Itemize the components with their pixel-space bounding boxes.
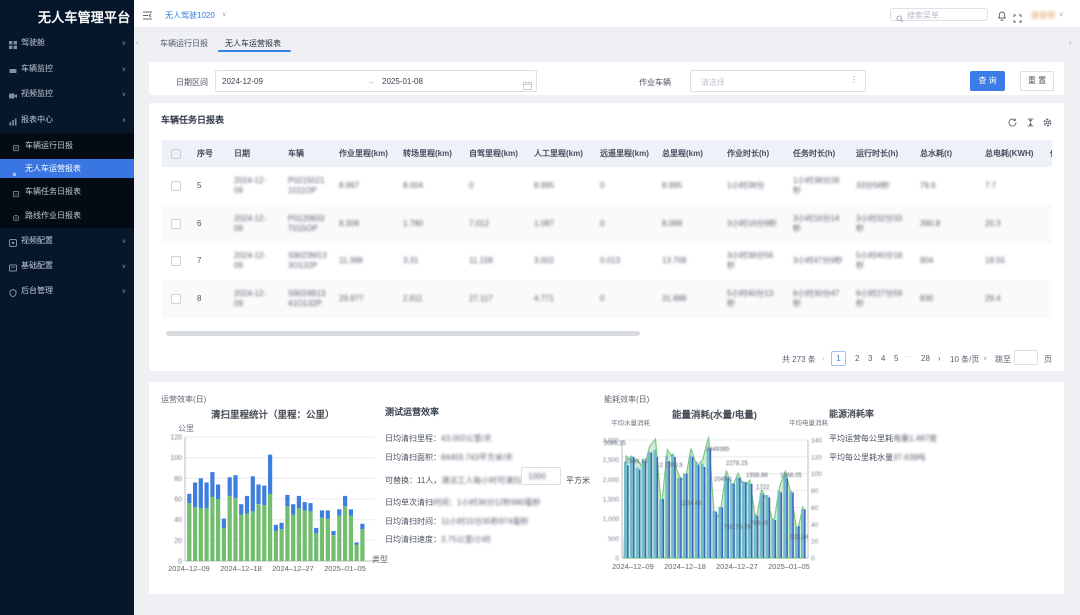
svg-text:140: 140 [811, 438, 822, 445]
svg-text:2449385: 2449385 [706, 447, 730, 453]
svg-text:2278.15: 2278.15 [726, 461, 748, 467]
svg-text:2,500: 2,500 [603, 457, 620, 464]
svg-text:2,000: 2,000 [603, 477, 620, 484]
svg-text:0: 0 [811, 556, 815, 563]
svg-text:2025–01–05: 2025–01–05 [768, 562, 810, 571]
svg-text:80: 80 [174, 476, 182, 483]
svg-text:类型: 类型 [372, 554, 388, 564]
svg-text:2024–12–27: 2024–12–27 [716, 562, 758, 571]
svg-text:0: 0 [178, 559, 182, 566]
svg-text:2049.1: 2049.1 [714, 477, 733, 483]
svg-text:40: 40 [811, 522, 819, 529]
svg-text:1,000: 1,000 [603, 516, 620, 523]
svg-text:公里: 公里 [178, 424, 194, 433]
svg-text:平均电量消耗: 平均电量消耗 [789, 418, 829, 427]
svg-text:500: 500 [608, 536, 619, 543]
svg-text:60: 60 [174, 497, 182, 504]
svg-text:80: 80 [811, 488, 819, 495]
svg-text:1968.05: 1968.05 [780, 473, 802, 479]
svg-text:120: 120 [811, 454, 822, 461]
svg-text:2024–12–27: 2024–12–27 [272, 564, 314, 573]
svg-text:20: 20 [811, 539, 819, 546]
svg-text:0: 0 [615, 556, 619, 563]
svg-text:2086.25: 2086.25 [604, 441, 626, 447]
svg-text:100: 100 [170, 455, 182, 462]
svg-text:1,500: 1,500 [603, 497, 620, 504]
svg-text:791.75.79: 791.75.79 [724, 525, 751, 531]
svg-text:2024–12–18: 2024–12–18 [220, 564, 262, 573]
svg-text:2024–12–09: 2024–12–09 [168, 564, 210, 573]
svg-text:12.7263.5: 12.7263.5 [656, 463, 683, 469]
svg-text:1938.88: 1938.88 [746, 473, 768, 479]
svg-text:2024–12–09: 2024–12–09 [612, 562, 654, 571]
svg-text:平均水量消耗: 平均水量消耗 [611, 418, 651, 427]
svg-text:40: 40 [174, 517, 182, 524]
svg-text:1722: 1722 [756, 485, 770, 491]
svg-text:529.34: 529.34 [790, 535, 809, 541]
svg-text:1254.45: 1254.45 [680, 501, 702, 507]
svg-text:3,000: 3,000 [603, 438, 620, 445]
svg-text:2025–01–05: 2025–01–05 [324, 564, 366, 573]
svg-text:120: 120 [170, 435, 182, 442]
svg-text:794.45: 794.45 [750, 521, 769, 527]
svg-text:2024–12–18: 2024–12–18 [664, 562, 706, 571]
svg-text:20: 20 [174, 538, 182, 545]
svg-text:100: 100 [811, 471, 822, 478]
svg-text:2345.15: 2345.15 [626, 459, 648, 465]
svg-text:60: 60 [811, 505, 819, 512]
